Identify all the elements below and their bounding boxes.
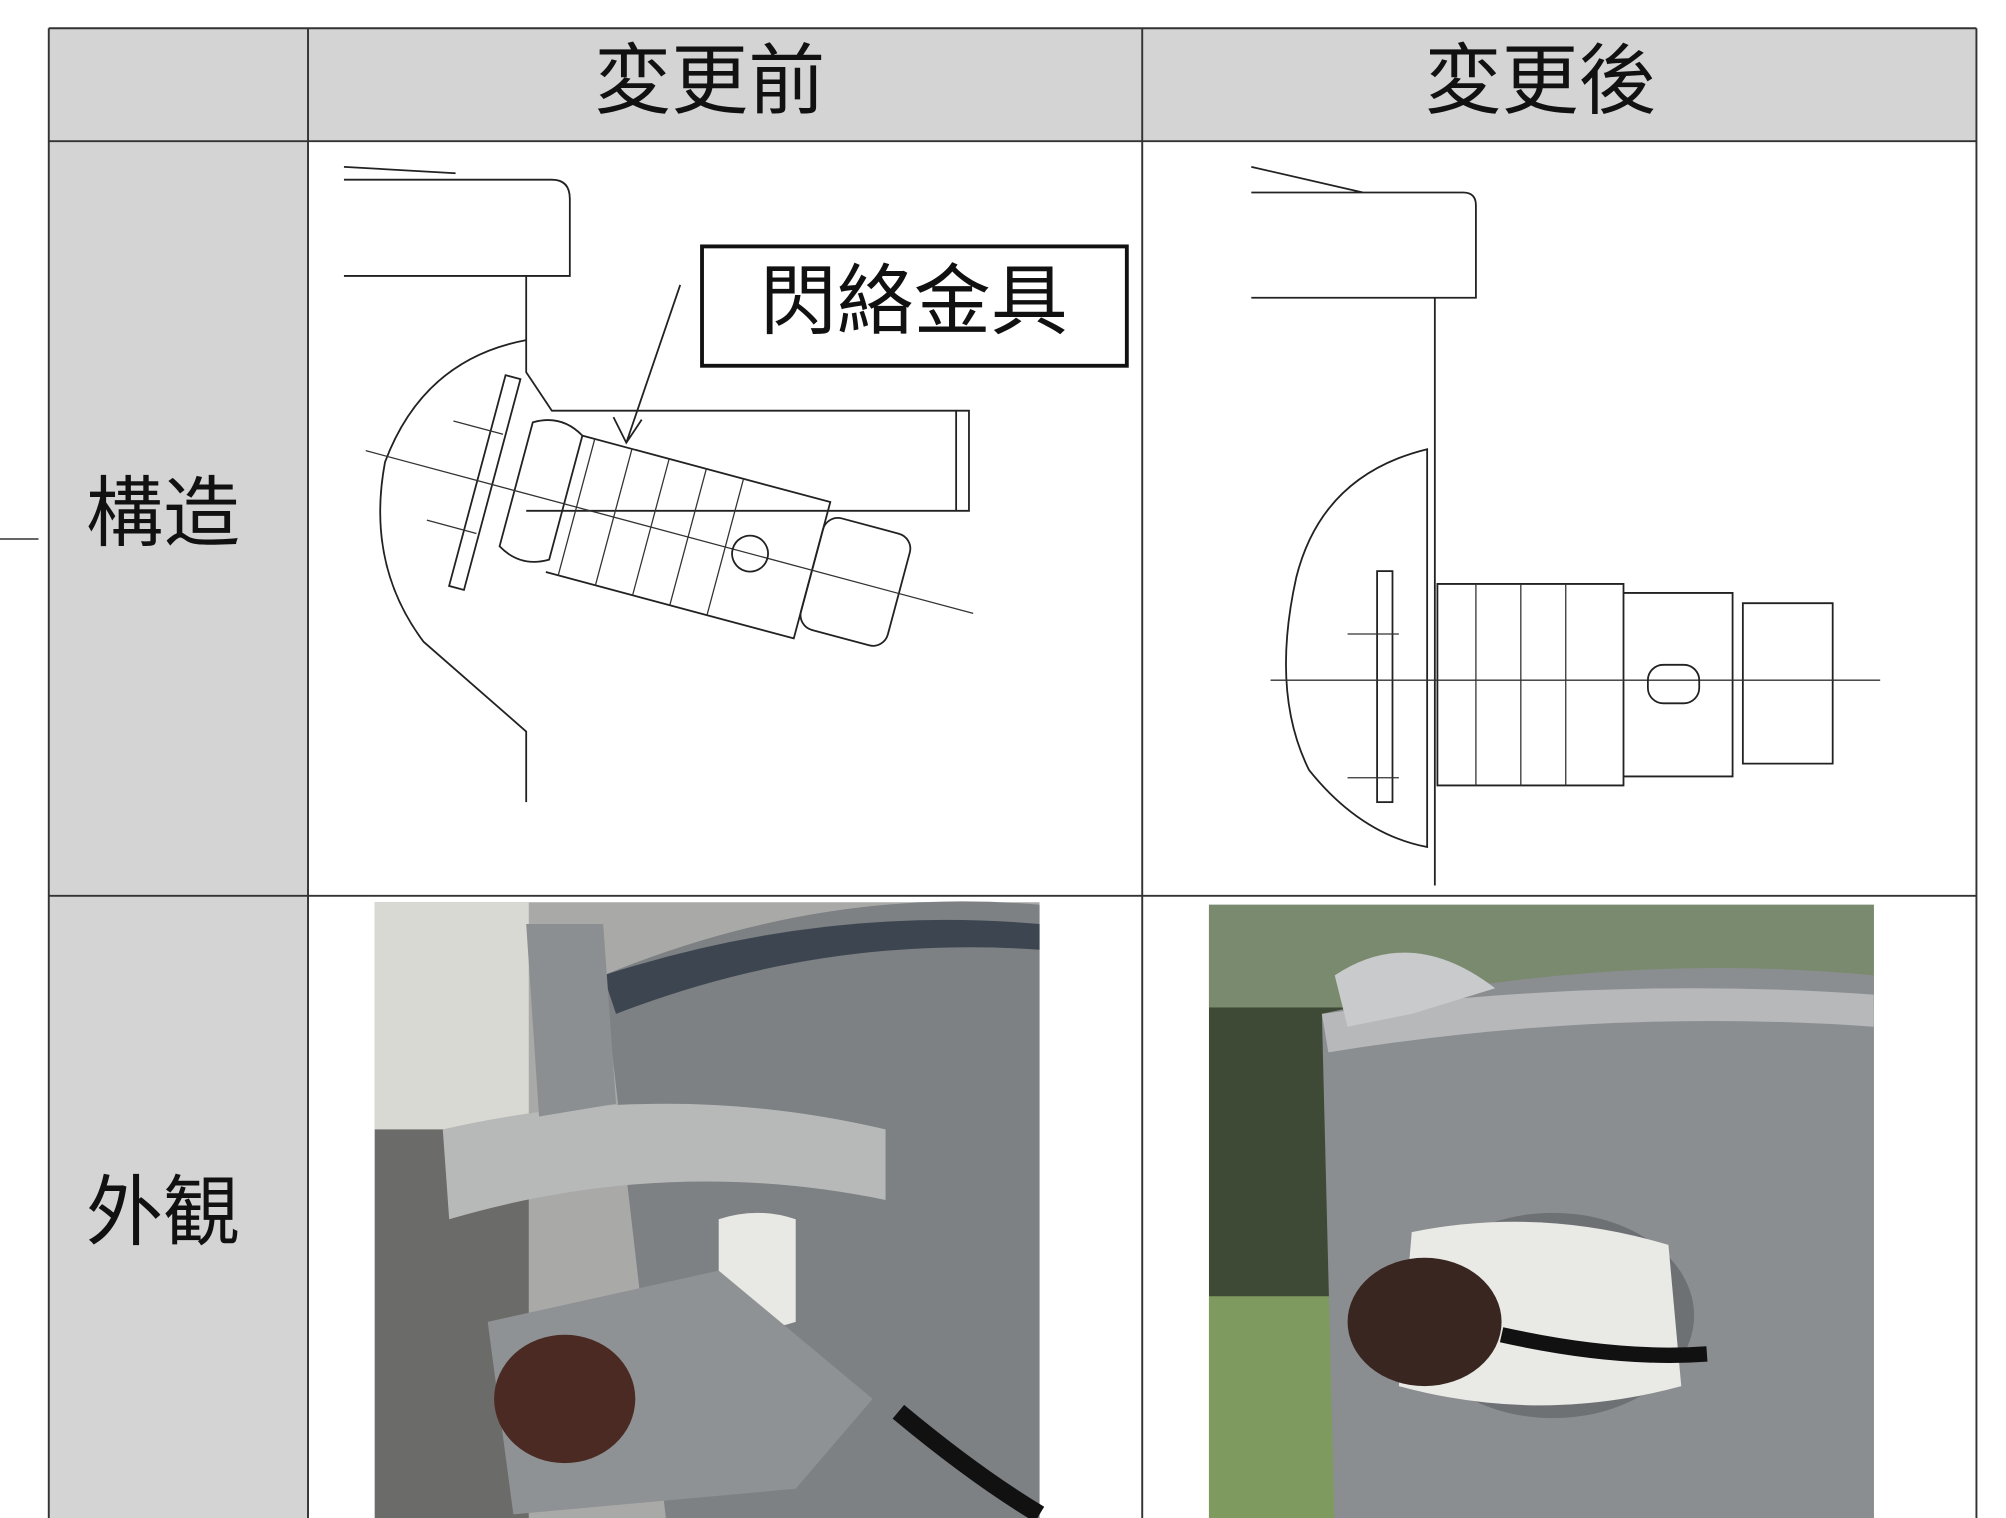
row-label: 外観 — [86, 1169, 240, 1258]
column-header: 変更後 — [1425, 37, 1656, 126]
callout-label: 閃絡金具 — [760, 258, 1068, 347]
table-grid — [47, 27, 1978, 1518]
header-band — [48, 28, 1977, 142]
before-drawing — [343, 165, 974, 803]
before-photo — [374, 901, 1045, 1518]
after-drawing — [1251, 165, 1881, 886]
callout-box — [700, 244, 1129, 368]
callout-arrow — [612, 284, 682, 445]
row-label: 構造 — [86, 470, 240, 559]
column-header: 変更前 — [594, 37, 825, 126]
row-label-column — [48, 141, 309, 1518]
after-photo — [1208, 904, 1874, 1518]
